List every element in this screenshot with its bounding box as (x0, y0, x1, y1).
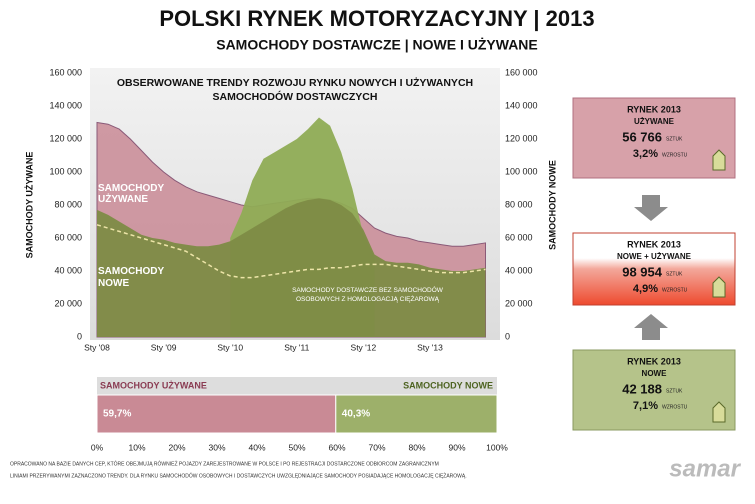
y2-tick-label: 0 (505, 331, 510, 341)
chart-title: OBSERWOWANE TRENDY ROZWOJU RYNKU NOWYCH … (116, 77, 474, 103)
bar-segment (96, 394, 337, 434)
arrow-up (634, 314, 668, 340)
x-tick-label: 90% (448, 442, 465, 452)
x-tick-label: Sty '08 (84, 342, 110, 352)
area (97, 198, 486, 337)
bar-segment (335, 394, 498, 434)
box-growth: 4,9% (633, 283, 658, 295)
y-tick-label: 0 (77, 331, 82, 341)
growth-icon (712, 149, 726, 171)
growth-icon (712, 276, 726, 298)
box-growth: 3,2% (633, 148, 658, 160)
legend-label: SAMOCHODY NOWE (403, 380, 493, 390)
box-growth: 7,1% (633, 400, 658, 412)
x-tick-label: 40% (248, 442, 265, 452)
x-tick-label: 10% (128, 442, 145, 452)
box-value: 98 954 (622, 264, 663, 279)
y-axis-label: SAMOCHODY UŻYWANE (24, 152, 34, 259)
y-tick-label: 120 000 (49, 133, 82, 143)
x-tick-label: 60% (328, 442, 345, 452)
x-tick-label: Sty '12 (351, 342, 377, 352)
box-title: RYNEK 2013 (627, 239, 681, 249)
trend-line (96, 224, 486, 279)
y-tick-label: 160 000 (49, 67, 82, 77)
x-tick-label: 30% (208, 442, 225, 452)
y2-tick-label: 40 000 (505, 265, 533, 275)
y-tick-label: 140 000 (49, 100, 82, 110)
bar-header (97, 377, 497, 395)
footnote: LINIAMI PRZERYWANYMI ZAZNACZONO TRENDY. … (10, 472, 467, 479)
legend-label: SAMOCHODY UŻYWANE (100, 380, 207, 390)
x-tick-label: 100% (486, 442, 508, 452)
annotation: SAMOCHODY DOSTAWCZE BEZ SAMOCHODÓW OSOBO… (292, 287, 443, 303)
x-tick-label: Sty '10 (217, 342, 243, 352)
box-unit: SZTUK (666, 388, 683, 394)
box-value: 56 766 (622, 129, 662, 144)
x-tick-label: 20% (168, 442, 185, 452)
box-growth-label: WZROSTU (662, 152, 688, 158)
y2-axis-label: SAMOCHODY NOWE (547, 160, 557, 250)
x-tick-label: Sty '13 (417, 342, 443, 352)
box-value: 42 188 (622, 381, 662, 396)
summary-box (572, 349, 736, 431)
y2-tick-label: 160 000 (505, 67, 538, 77)
y-tick-label: 80 000 (54, 199, 82, 209)
y2-tick-label: 60 000 (505, 232, 533, 242)
box-growth-label: WZROSTU (662, 287, 688, 293)
box-unit: SZTUK (666, 271, 683, 277)
box-segment: NOWE (642, 369, 668, 378)
bar-value-label: 40,3% (342, 409, 370, 420)
summary-box (572, 97, 736, 179)
growth-icon (712, 401, 726, 423)
box-segment: UŻYWANE (634, 117, 675, 126)
x-tick-label: 0% (91, 442, 104, 452)
series-label: SAMOCHODY UŻYWANE (98, 183, 164, 205)
arrow-down (634, 195, 668, 221)
x-tick-label: 70% (368, 442, 385, 452)
box-title: RYNEK 2013 (627, 356, 681, 366)
y-tick-label: 20 000 (54, 298, 82, 308)
x-tick-label: Sty '11 (284, 342, 309, 352)
y2-tick-label: 140 000 (505, 100, 538, 110)
x-tick-label: Sty '09 (151, 342, 177, 352)
box-title: RYNEK 2013 (627, 104, 681, 114)
y2-tick-label: 100 000 (505, 166, 538, 176)
y2-tick-label: 120 000 (505, 133, 538, 143)
footnote: OPRACOWANO NA BAZIE DANYCH CEP, KTÓRE OB… (10, 460, 439, 467)
bar-value-label: 59,7% (103, 409, 131, 420)
y-tick-label: 100 000 (49, 166, 82, 176)
page-subtitle: SAMOCHODY DOSTAWCZE | NOWE I UŻYWANE (216, 37, 538, 53)
box-unit: SZTUK (666, 136, 683, 142)
y-tick-label: 40 000 (54, 265, 82, 275)
logo: samar (669, 455, 741, 482)
y2-tick-label: 80 000 (505, 199, 533, 209)
series-label: SAMOCHODY NOWE (98, 266, 164, 289)
summary-box (572, 232, 736, 306)
box-growth-label: WZROSTU (662, 404, 688, 410)
x-tick-label: 50% (288, 442, 305, 452)
y2-tick-label: 20 000 (505, 298, 533, 308)
box-segment: NOWE + UŻYWANE (617, 252, 692, 261)
x-tick-label: 80% (408, 442, 425, 452)
page-title: POLSKI RYNEK MOTORYZACYJNY | 2013 (159, 6, 594, 31)
y-tick-label: 60 000 (54, 232, 82, 242)
